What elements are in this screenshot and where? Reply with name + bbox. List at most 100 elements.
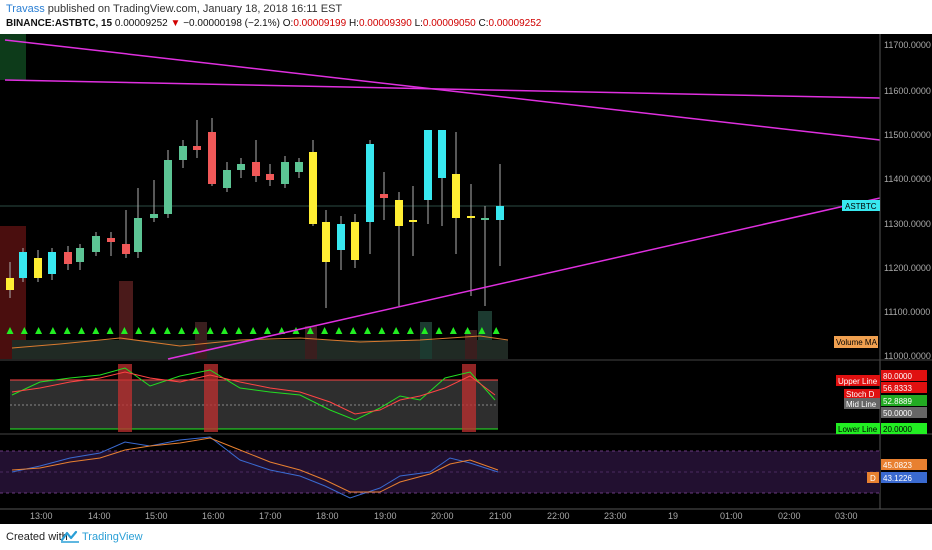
price-tick: 11400.0000 <box>884 174 931 184</box>
stoch-pane[interactable] <box>10 364 498 432</box>
signal-triangle-icon <box>492 327 500 334</box>
candle-body <box>252 162 260 176</box>
oscillator-pane[interactable] <box>0 436 880 499</box>
signal-triangle-icon <box>392 327 400 334</box>
candle-body <box>309 152 317 224</box>
signal-triangle-icon <box>106 327 114 334</box>
signal-triangle-icon <box>192 327 200 334</box>
signal-triangle-icon <box>63 327 71 334</box>
candle-body <box>395 200 403 226</box>
candle-body <box>76 248 84 262</box>
signal-triangle-icon <box>263 327 271 334</box>
tradingview-brand-link[interactable]: TradingView <box>82 531 143 543</box>
low-label: L: <box>414 18 423 29</box>
high-value: 0.00009390 <box>358 18 412 29</box>
stoch-d-tag <box>844 389 880 399</box>
publish-info: published on TradingView.com, January 18… <box>47 3 343 15</box>
price-pane[interactable] <box>0 34 880 359</box>
candle-body <box>337 224 345 250</box>
upper-line-label: Upper Line <box>838 377 878 386</box>
time-tick: 16:00 <box>202 511 225 521</box>
osc-d-line <box>11 437 499 493</box>
created-with-label: Created with <box>6 531 68 543</box>
upper-line-value: 80.0000 <box>883 372 912 381</box>
stoch-k-value: 56.8333 <box>883 384 912 393</box>
volume-bar <box>195 322 207 359</box>
signal-triangle-icon <box>306 327 314 334</box>
price-axis[interactable] <box>880 34 932 524</box>
lower-line-tag <box>836 423 880 434</box>
candle-body <box>452 174 460 218</box>
signal-triangle-icon <box>221 327 228 334</box>
volume-bar <box>305 326 317 359</box>
time-tick: 18:00 <box>316 511 339 521</box>
signal-triangle-icon <box>449 327 457 334</box>
candle-body <box>366 144 374 222</box>
time-tick: 19:00 <box>374 511 397 521</box>
signal-triangle-icon <box>78 327 85 334</box>
volume-ma-line <box>11 335 509 349</box>
time-tick: 22:00 <box>547 511 570 521</box>
time-tick: 23:00 <box>604 511 627 521</box>
open-label: O: <box>282 18 294 29</box>
candle-body <box>467 216 475 218</box>
author-link[interactable]: Travass <box>6 3 45 15</box>
tradingview-logo-icon <box>60 529 80 548</box>
mid-line-label: Mid Line <box>846 400 877 409</box>
stoch-k-value-tag <box>881 382 927 393</box>
signal-triangle-icon <box>92 327 100 334</box>
stoch-axis-labels: Upper Line 80.0000 56.8333 Stoch D Mid L… <box>836 370 927 434</box>
candle-body <box>281 162 289 184</box>
time-axis-ticks: 13:00 14:00 15:00 16:00 17:00 18:00 19:0… <box>30 511 858 521</box>
stoch-k-line <box>11 367 496 421</box>
upper-line-tag <box>836 375 880 386</box>
price-tick: 11000.0000 <box>884 351 931 361</box>
candle-body <box>322 222 330 262</box>
osc-d-tag <box>867 472 879 483</box>
price-tick: 11300.0000 <box>884 219 931 229</box>
signal-triangle-icon <box>435 327 443 334</box>
trendline-flat[interactable] <box>4 79 881 99</box>
price-tick: 11700.0000 <box>884 40 931 50</box>
trendline-support[interactable] <box>167 197 881 360</box>
low-value: 0.00009050 <box>422 18 476 29</box>
signal-triangle-icon <box>406 327 414 334</box>
close-label: C: <box>478 18 489 29</box>
volume-ma-tag-label: Volume MA <box>836 338 878 347</box>
time-tick: 21:00 <box>489 511 512 521</box>
osc-k-line <box>11 436 499 499</box>
signal-markers <box>6 327 500 334</box>
stoch-highlight <box>462 364 476 432</box>
candle-body <box>208 132 216 184</box>
signal-triangle-icon <box>378 327 386 334</box>
candle-body <box>409 220 417 222</box>
candle-body <box>266 174 274 180</box>
mid-line-tag <box>844 398 880 409</box>
close-value: 0.00009252 <box>488 18 542 29</box>
candle-body <box>150 214 158 218</box>
stoch-highlight <box>204 364 218 432</box>
signal-triangle-icon <box>35 327 43 334</box>
signal-triangle-icon <box>6 327 14 334</box>
signal-triangle-icon <box>335 327 343 334</box>
candle-body <box>223 170 231 188</box>
last-price: 0.00009252 <box>114 18 168 29</box>
trendline-upper[interactable] <box>4 39 881 141</box>
signal-triangle-icon <box>163 327 171 334</box>
signal-triangle-icon <box>120 327 128 334</box>
time-axis[interactable] <box>0 509 932 524</box>
candle-body <box>481 218 489 220</box>
signal-triangle-icon <box>478 327 486 334</box>
osc-value-1: 45.0823 <box>883 461 912 470</box>
mid-line-value: 50.0000 <box>883 409 912 418</box>
signal-triangle-icon <box>464 327 472 334</box>
price-tick: 11500.0000 <box>884 130 931 140</box>
osc-value-tag <box>881 472 927 483</box>
candle-body <box>164 160 172 214</box>
candle-body <box>34 258 42 278</box>
candle-body <box>496 206 504 220</box>
chart-canvas[interactable]: 11700.0000 11600.0000 11500.0000 11400.0… <box>0 34 932 524</box>
price-axis-ticks: 11700.0000 11600.0000 11500.0000 11400.0… <box>884 40 931 361</box>
symbol-price-tag <box>842 200 880 211</box>
stoch-d-value-tag <box>881 395 927 406</box>
